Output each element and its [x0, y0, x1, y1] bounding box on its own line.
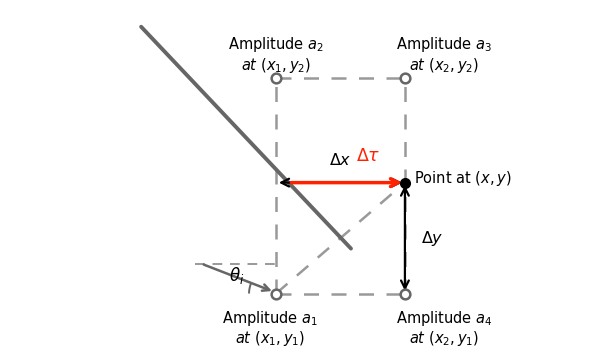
- Text: $\Delta y$: $\Delta y$: [422, 229, 444, 247]
- Text: Point at $(x,y)$: Point at $(x,y)$: [414, 169, 512, 188]
- Text: at $(x_1,y_2)$: at $(x_1,y_2)$: [241, 56, 311, 75]
- Text: Amplitude $a_1$: Amplitude $a_1$: [222, 308, 318, 328]
- Text: at $(x_2,y_2)$: at $(x_2,y_2)$: [409, 56, 479, 75]
- Text: at $(x_2,y_1)$: at $(x_2,y_1)$: [409, 329, 479, 349]
- Text: Amplitude $a_4$: Amplitude $a_4$: [395, 308, 492, 328]
- Text: $\Delta x$: $\Delta x$: [329, 152, 352, 168]
- Text: $\theta_i$: $\theta_i$: [230, 265, 245, 286]
- Text: Amplitude $a_2$: Amplitude $a_2$: [228, 35, 324, 54]
- Text: at $(x_1,y_1)$: at $(x_1,y_1)$: [235, 329, 305, 349]
- Text: $\Delta\tau$: $\Delta\tau$: [356, 147, 380, 165]
- Text: Amplitude $a_3$: Amplitude $a_3$: [396, 35, 492, 54]
